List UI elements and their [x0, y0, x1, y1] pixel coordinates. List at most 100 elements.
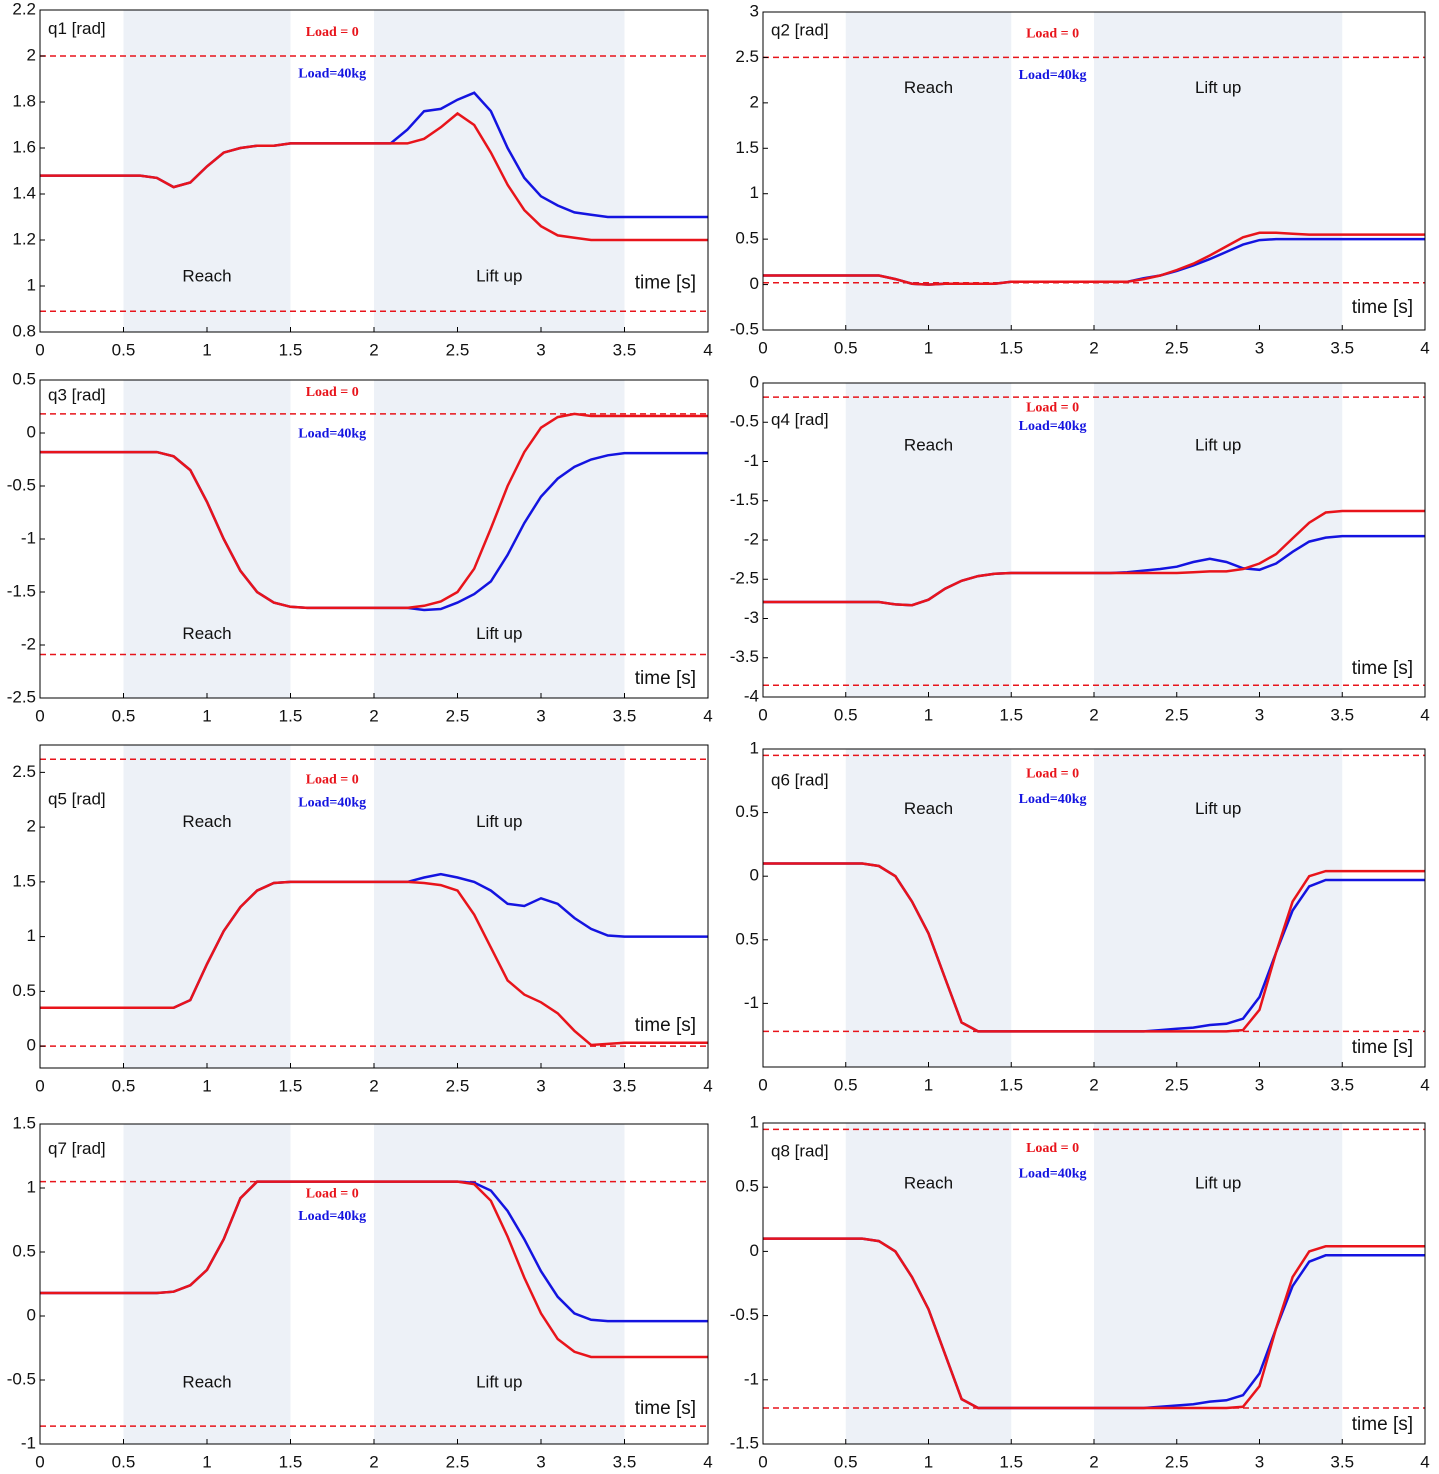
- legend-entry: Load = 0: [306, 773, 359, 788]
- x-tick-label: 3: [1255, 338, 1264, 357]
- phase-label: Reach: [904, 435, 953, 454]
- phase-band: [845, 749, 1012, 1067]
- phase-band: [845, 12, 1012, 330]
- phase-band: [845, 383, 1012, 697]
- panel-title: q6 [rad]: [771, 770, 829, 789]
- phase-band: [1094, 12, 1343, 330]
- series-line: [763, 862, 1425, 1033]
- phase-label: Lift up: [1195, 78, 1241, 97]
- legend-entry: Load = 0: [306, 385, 359, 400]
- y-tick-label: 1: [750, 1112, 759, 1131]
- x-tick-label: 4: [1420, 1452, 1429, 1471]
- y-tick-label: 0: [750, 274, 759, 293]
- x-tick-label: 3.5: [613, 340, 637, 359]
- legend-entry: Load = 0: [306, 25, 359, 40]
- series-line: [40, 412, 708, 610]
- y-tick-label: -1.5: [730, 1433, 759, 1452]
- y-tick-label: 1: [27, 1177, 36, 1196]
- x-tick-label: 4: [1420, 705, 1429, 724]
- phase-band: [374, 380, 625, 698]
- phase-label: Reach: [182, 267, 231, 286]
- phase-label: Lift up: [476, 267, 522, 286]
- y-tick-label: 1.8: [12, 91, 36, 110]
- y-tick-label: 0.5: [735, 802, 759, 821]
- x-tick-label: 1.5: [999, 705, 1023, 724]
- y-tick-label: 2: [27, 817, 36, 836]
- phase-label: Reach: [182, 812, 231, 831]
- legend-entry: Load=40kg: [298, 795, 366, 810]
- x-axis-label: time [s]: [1352, 1037, 1413, 1058]
- phase-band: [123, 1124, 291, 1444]
- phase-label: Lift up: [1195, 799, 1241, 818]
- series-line: [40, 880, 708, 1047]
- x-axis-label: time [s]: [1352, 297, 1413, 318]
- y-tick-label: 1.4: [12, 183, 36, 202]
- x-tick-label: 1: [924, 705, 933, 724]
- x-tick-label: 4: [703, 1076, 712, 1095]
- x-tick-label: 3.5: [613, 1076, 637, 1095]
- y-tick-label: -2: [744, 529, 759, 548]
- x-tick-label: 0: [35, 340, 44, 359]
- x-tick-label: 0: [758, 705, 767, 724]
- y-tick-label: 1.5: [735, 138, 759, 157]
- legend-entry: Load=40kg: [1019, 1167, 1087, 1182]
- y-tick-label: 0.5: [735, 929, 759, 948]
- panel-title: q8 [rad]: [771, 1141, 829, 1160]
- y-tick-label: 2: [27, 45, 36, 64]
- y-tick-label: -1: [21, 1433, 36, 1452]
- legend-entry: Load=40kg: [1019, 419, 1087, 434]
- x-tick-label: 2: [1089, 338, 1098, 357]
- x-tick-label: 1.5: [279, 706, 303, 725]
- y-tick-label: 0: [750, 372, 759, 391]
- x-tick-label: 0.5: [834, 705, 858, 724]
- y-tick-label: 0.5: [735, 1177, 759, 1196]
- x-axis-label: time [s]: [635, 273, 696, 294]
- y-tick-label: 1.5: [12, 871, 36, 890]
- y-tick-label: -0.5: [730, 412, 759, 431]
- x-tick-label: 1: [924, 1075, 933, 1094]
- legend-entry: Load = 0: [1026, 26, 1079, 41]
- legend-entry: Load = 0: [1026, 400, 1079, 415]
- y-tick-label: 1: [750, 738, 759, 757]
- y-tick-label: -1: [744, 451, 759, 470]
- x-tick-label: 0: [35, 1452, 44, 1471]
- x-tick-label: 2: [1089, 1452, 1098, 1471]
- phase-label: Lift up: [476, 1373, 522, 1392]
- y-tick-label: 0.8: [12, 321, 36, 340]
- x-axis-label: time [s]: [635, 1015, 696, 1036]
- legend-entry: Load=40kg: [298, 1209, 366, 1224]
- x-tick-label: 3: [1255, 1452, 1264, 1471]
- x-tick-label: 0: [35, 706, 44, 725]
- panel-title: q3 [rad]: [48, 385, 106, 404]
- phase-label: Lift up: [476, 812, 522, 831]
- y-tick-label: 0: [27, 1036, 36, 1055]
- x-tick-label: 1.5: [279, 1452, 303, 1471]
- y-tick-label: -2: [21, 634, 36, 653]
- y-tick-label: -1.5: [730, 490, 759, 509]
- y-tick-label: -1: [744, 993, 759, 1012]
- panel-title: q7 [rad]: [48, 1139, 106, 1158]
- y-tick-label: -4: [744, 686, 759, 705]
- panel-title: q2 [rad]: [771, 21, 829, 40]
- x-tick-label: 4: [1420, 338, 1429, 357]
- x-tick-label: 2: [369, 706, 378, 725]
- x-tick-label: 1: [924, 1452, 933, 1471]
- phase-band: [1094, 749, 1343, 1067]
- x-tick-label: 2.5: [1165, 338, 1189, 357]
- x-tick-label: 0.5: [112, 1452, 136, 1471]
- x-tick-label: 3.5: [1330, 338, 1354, 357]
- y-tick-label: -3.5: [730, 647, 759, 666]
- y-tick-label: 0: [750, 1241, 759, 1260]
- x-tick-label: 0: [758, 1075, 767, 1094]
- y-tick-label: 0: [27, 1305, 36, 1324]
- x-axis-label: time [s]: [1352, 1414, 1413, 1435]
- y-tick-label: 0.5: [735, 229, 759, 248]
- y-tick-label: -3: [744, 608, 759, 627]
- legend-entry: Load = 0: [306, 1187, 359, 1202]
- x-tick-label: 2.5: [446, 1452, 470, 1471]
- x-tick-label: 1.5: [279, 1076, 303, 1095]
- x-tick-label: 1: [924, 338, 933, 357]
- series-line: [763, 1237, 1425, 1410]
- legend-entry: Load=40kg: [1019, 792, 1087, 807]
- x-tick-label: 0.5: [112, 706, 136, 725]
